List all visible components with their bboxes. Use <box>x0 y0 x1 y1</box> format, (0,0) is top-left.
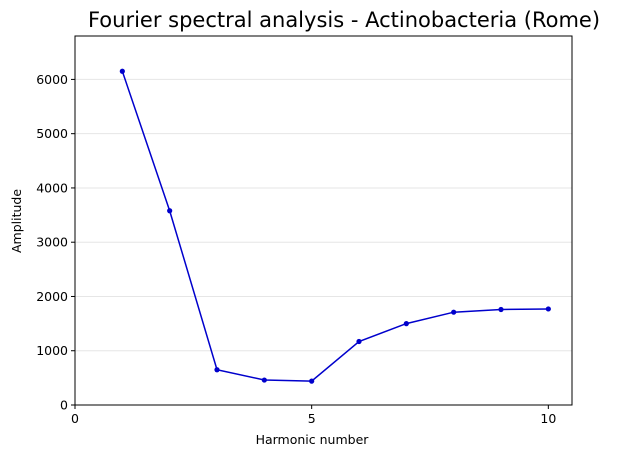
x-axis-label: Harmonic number <box>256 432 370 447</box>
data-point <box>214 367 220 373</box>
data-point <box>309 378 315 384</box>
y-tick-label: 4000 <box>36 180 68 195</box>
x-tick-label: 5 <box>308 411 316 426</box>
data-point <box>451 309 457 315</box>
data-point <box>119 68 125 74</box>
data-point <box>403 321 409 327</box>
series-line <box>121 71 549 382</box>
x-tick-label: 10 <box>540 411 556 426</box>
chart-title: Fourier spectral analysis - Actinobacter… <box>88 8 600 32</box>
y-tick-label: 3000 <box>36 235 68 250</box>
grid-lines <box>75 78 572 352</box>
y-tick-label: 5000 <box>36 126 68 141</box>
data-point <box>356 338 362 345</box>
plot-area <box>74 35 573 406</box>
y-tick-label: 1000 <box>36 343 68 358</box>
y-tick-label: 0 <box>60 398 68 413</box>
data-point <box>498 306 504 313</box>
x-tick-label: 0 <box>71 411 79 426</box>
y-tick-label: 6000 <box>36 72 68 87</box>
data-point <box>261 377 267 383</box>
y-axis: 0 1000 2000 3000 4000 5000 6000 <box>36 72 75 413</box>
x-axis: 0 5 10 <box>71 405 556 426</box>
data-point <box>545 306 551 312</box>
y-tick-label: 2000 <box>36 289 68 304</box>
plot-frame <box>74 35 573 406</box>
data-point <box>167 208 173 214</box>
y-axis-label: Amplitude <box>9 189 24 253</box>
